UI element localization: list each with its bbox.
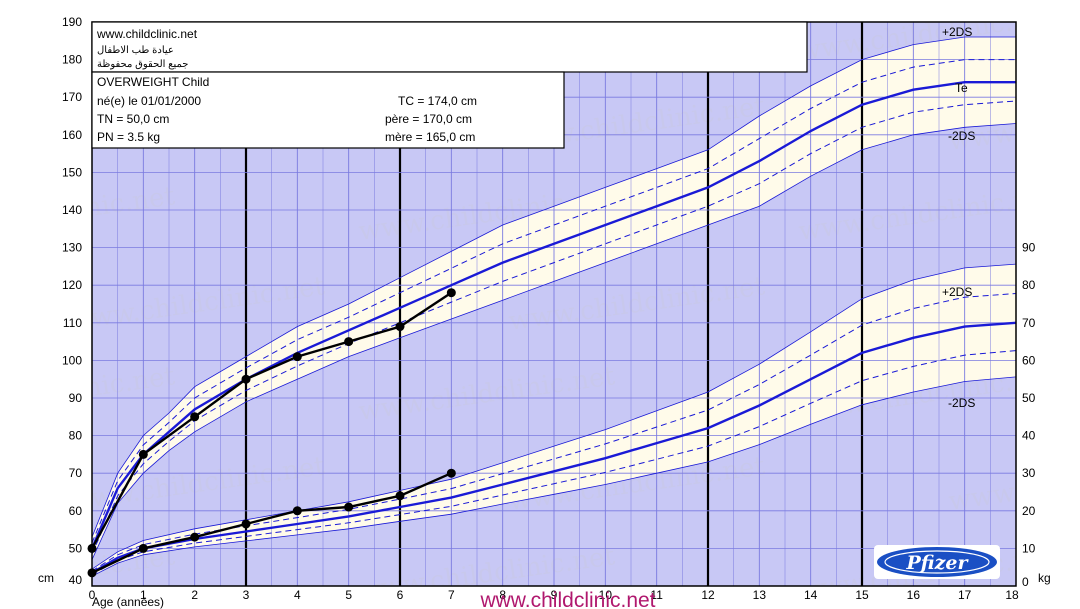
left-tick-label: 100	[62, 353, 82, 367]
x-tick-label: 9	[551, 588, 558, 602]
height-curve-plus1	[92, 59, 1016, 543]
footer-url: www.childclinic.net	[479, 589, 655, 609]
left-tick-label: 150	[62, 165, 82, 179]
weight-minus2-label: -2DS	[948, 396, 975, 410]
left-tick-label: 110	[63, 316, 82, 330]
weight-plus2-label: +2DS	[942, 285, 972, 299]
right-tick-label: 90	[1022, 241, 1036, 255]
left-tick-label: 140	[62, 203, 82, 217]
left-tick-label: 170	[62, 90, 82, 104]
x-tick-label: 17	[958, 588, 972, 602]
right-axis-unit: kg	[1038, 571, 1051, 585]
height-point	[241, 374, 251, 384]
left-tick-label: 60	[69, 504, 83, 518]
height-point	[292, 352, 302, 362]
right-tick-label: 0	[1022, 575, 1029, 589]
weight-point	[241, 519, 251, 529]
height-point	[344, 337, 354, 347]
height-point	[138, 449, 148, 459]
svg-text:Pfizer: Pfizer	[906, 552, 970, 574]
x-tick-label: 10	[599, 588, 613, 602]
weight-curve-median	[92, 321, 1016, 574]
height-curve-minus2	[92, 123, 1016, 560]
target-height: TC = 174,0 cm	[398, 94, 477, 108]
clinic-name-arabic: عيادة طب الاطفال	[97, 45, 174, 56]
pfizer-logo: Pfizer	[874, 545, 1000, 579]
left-tick-label: 70	[69, 466, 83, 480]
weight-point	[344, 502, 354, 512]
left-tick-label: 160	[62, 128, 82, 142]
x-tick-label: 11	[650, 588, 663, 602]
right-tick-label: 20	[1022, 504, 1036, 518]
x-tick-label: 6	[397, 588, 404, 602]
weight-point	[395, 491, 405, 501]
height-median-label: Te	[955, 81, 968, 95]
x-tick-label: 1	[140, 588, 147, 602]
x-tick-label: 3	[243, 588, 250, 602]
weight-curve-plus2	[92, 263, 1016, 570]
height-point	[446, 288, 456, 298]
right-tick-label: 60	[1022, 353, 1036, 367]
birth-date: né(e) le 01/01/2000	[97, 94, 201, 108]
weight-point	[292, 506, 302, 516]
left-tick-label: 90	[69, 391, 83, 405]
weight-reference-band	[92, 264, 1016, 577]
left-tick-label: 80	[69, 429, 83, 443]
right-tick-label: 30	[1022, 466, 1036, 480]
x-tick-label: 12	[701, 588, 715, 602]
height-minus2-label: -2DS	[948, 129, 975, 143]
right-tick-label: 50	[1022, 391, 1036, 405]
info-box: www.childclinic.net عيادة طب الاطفال جمي…	[91, 21, 808, 149]
x-tick-label: 18	[1005, 588, 1019, 602]
weight-curve-minus2	[92, 376, 1016, 577]
left-tick-label: 190	[62, 15, 82, 29]
birth-weight: PN = 3.5 kg	[97, 130, 160, 144]
x-tick-label: 13	[753, 588, 767, 602]
height-curve-median	[92, 81, 1016, 549]
height-line	[90, 291, 452, 549]
weight-line	[91, 472, 452, 574]
x-tick-label: 16	[907, 588, 921, 602]
x-tick-label: 5	[345, 588, 352, 602]
reference-curves	[92, 36, 1016, 577]
father-height: père = 170,0 cm	[385, 112, 472, 126]
info-title: OVERWEIGHT Child	[97, 75, 209, 89]
height-point	[190, 412, 200, 422]
left-tick-label: 180	[62, 53, 82, 67]
left-tick-label: 130	[62, 241, 82, 255]
height-plus2-label: +2DS	[942, 25, 972, 39]
left-tick-label: 40	[69, 573, 83, 587]
x-tick-label: 15	[855, 588, 869, 602]
weight-point	[190, 532, 200, 542]
weight-point	[446, 468, 456, 478]
x-tick-label: 2	[191, 588, 198, 602]
x-tick-label: 8	[499, 588, 506, 602]
mother-height: mère = 165,0 cm	[385, 130, 475, 144]
left-axis-unit: cm	[38, 571, 54, 585]
weight-curve-plus1	[92, 293, 1016, 572]
x-tick-label: 4	[294, 588, 301, 602]
right-tick-label: 40	[1022, 429, 1036, 443]
site-url: www.childclinic.net	[96, 27, 198, 41]
left-tick-label: 50	[69, 541, 83, 555]
height-curve-plus2	[92, 36, 1016, 538]
right-tick-label: 10	[1022, 541, 1036, 555]
x-tick-label: 7	[448, 588, 455, 602]
weight-point	[138, 543, 148, 553]
x-tick-label: 14	[804, 588, 818, 602]
right-tick-label: 80	[1022, 278, 1036, 292]
x-tick-label: 0	[89, 588, 96, 602]
rights-arabic: جميع الحقوق محفوظة	[97, 59, 188, 70]
x-axis-label: Age (années)	[92, 595, 164, 609]
birth-length: TN = 50,0 cm	[97, 112, 169, 126]
left-tick-label: 120	[62, 278, 82, 292]
left-axis-ticks: 50 60 70 80 90 100 110 120 130 140 150 160 170 180 190…	[62, 15, 82, 587]
x-axis-ticks: 0 1 2 3 4 5 6 7 8 9 10 11 12 13 14 15 16 17 18	[89, 588, 1019, 602]
right-axis-ticks: 0 10 20 30 40 50 60 70 80 90	[1022, 241, 1036, 589]
height-point	[395, 322, 405, 332]
height-curve-minus1	[92, 100, 1016, 555]
right-tick-label: 70	[1022, 316, 1036, 330]
